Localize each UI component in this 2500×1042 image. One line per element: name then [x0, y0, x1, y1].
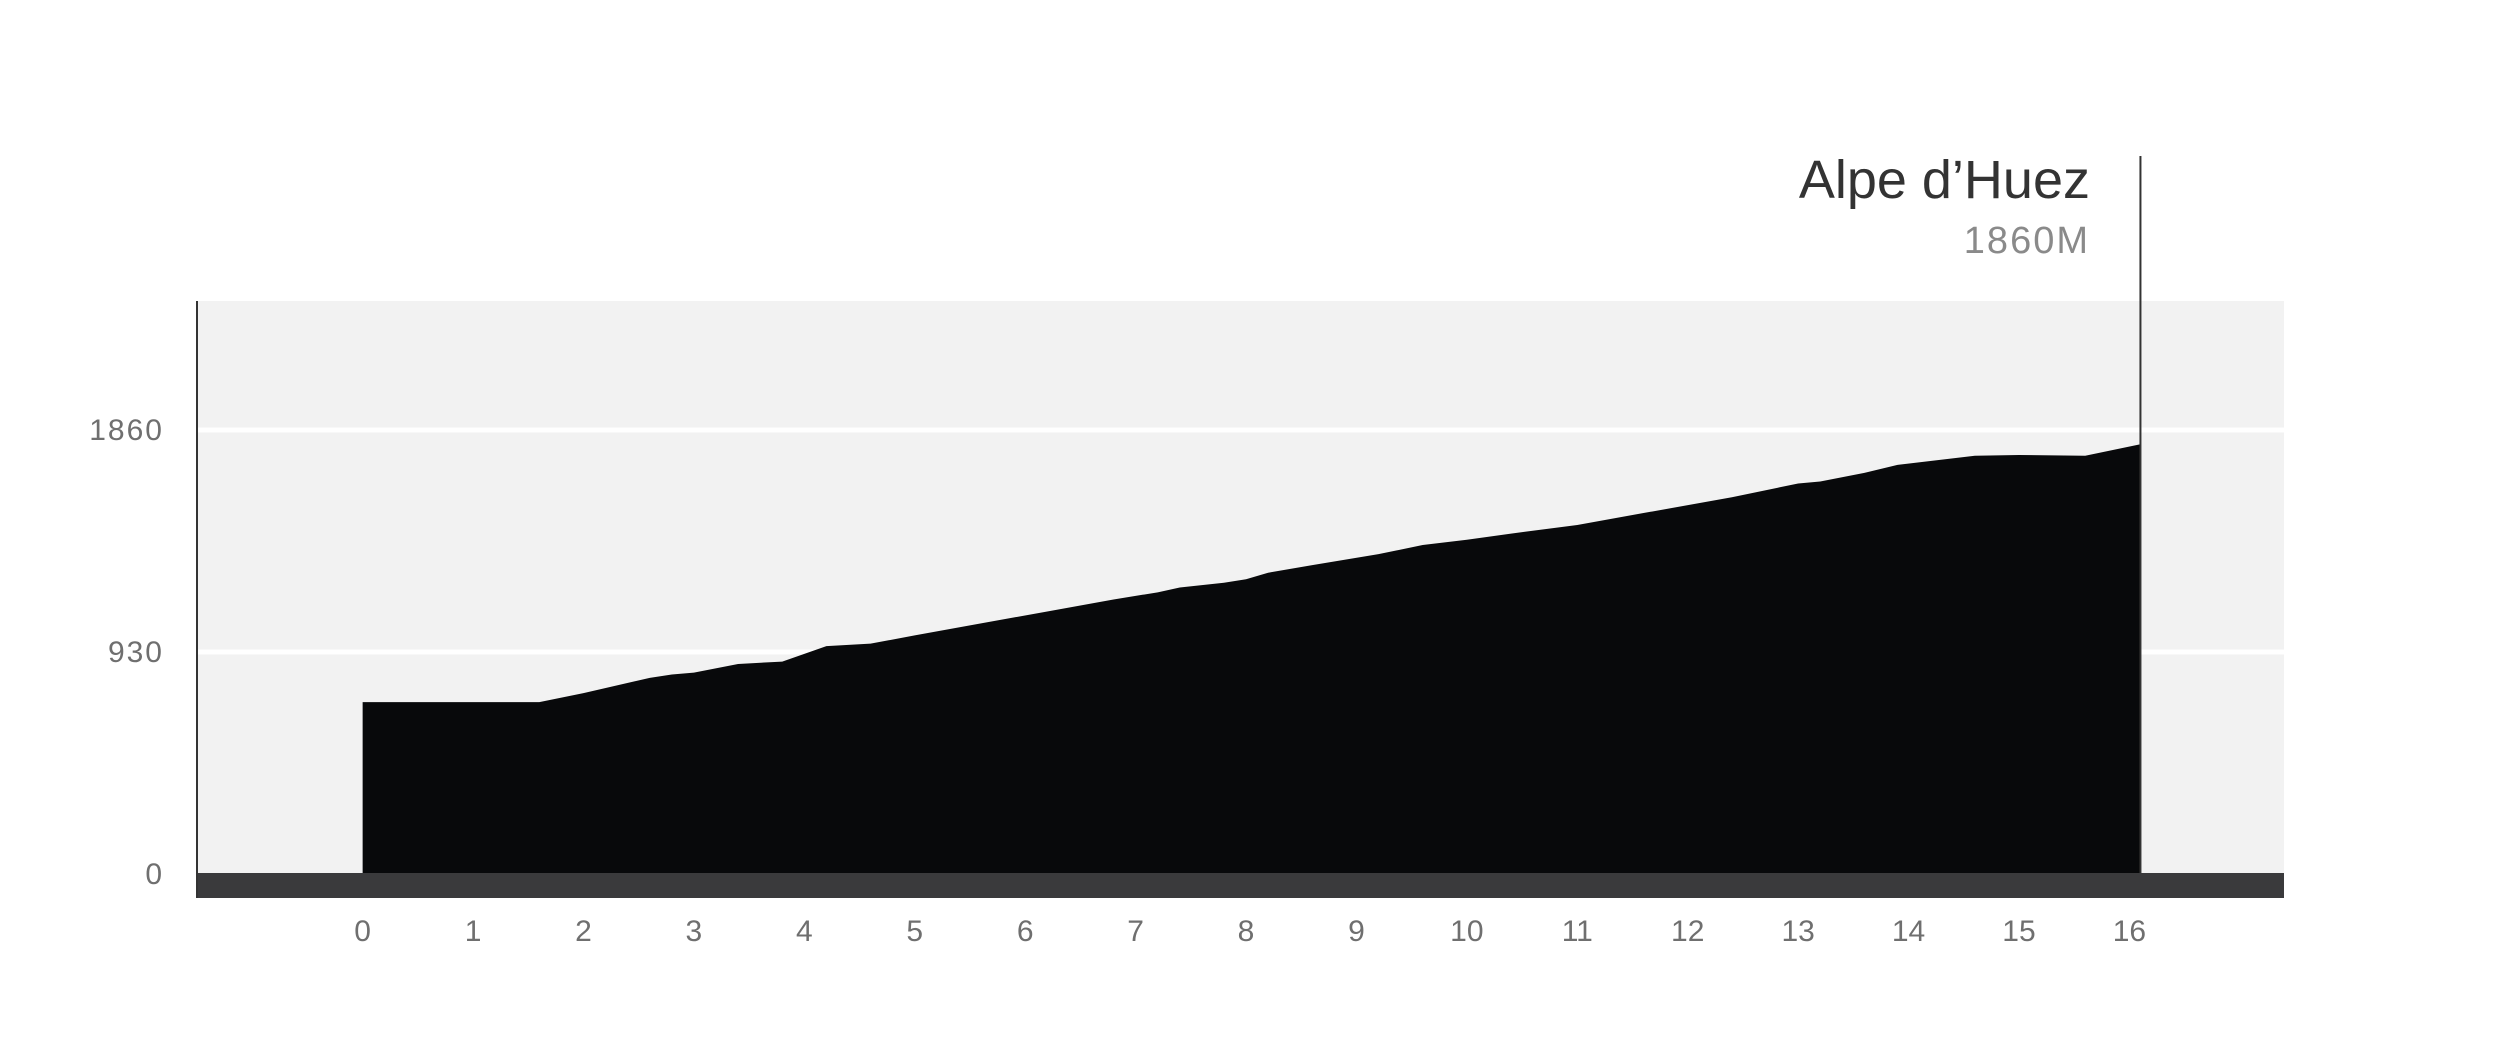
summit-elevation: 1860M [1964, 220, 2090, 262]
x-tick-label-4: 4 [796, 915, 813, 948]
x-tick-label-6: 6 [1017, 915, 1034, 948]
y-tick-label-1860: 1860 [89, 414, 164, 447]
x-tick-label-13: 13 [1781, 915, 1814, 948]
x-tick-labels: 0 1 2 3 4 5 6 7 8 9 10 11 12 13 14 15 16 [354, 915, 2146, 948]
x-tick-label-16: 16 [2113, 915, 2146, 948]
x-tick-label-11: 11 [1562, 915, 1593, 948]
y-tick-label-930: 930 [108, 636, 164, 669]
x-tick-label-8: 8 [1238, 915, 1255, 948]
x-tick-label-2: 2 [575, 915, 592, 948]
elevation-profile-area [362, 444, 2141, 877]
x-tick-label-5: 5 [906, 915, 923, 948]
x-tick-label-14: 14 [1892, 915, 1925, 948]
x-tick-label-9: 9 [1348, 915, 1365, 948]
x-tick-label-12: 12 [1671, 915, 1704, 948]
y-tick-labels: 0 930 1860 [89, 414, 164, 891]
x-tick-label-0: 0 [354, 915, 371, 948]
x-tick-label-1: 1 [465, 915, 482, 948]
summit-name: Alpe d’Huez [1799, 150, 2090, 210]
x-tick-label-15: 15 [2002, 915, 2035, 948]
x-tick-label-7: 7 [1127, 915, 1144, 948]
y-tick-label-0: 0 [145, 858, 164, 891]
x-tick-label-3: 3 [686, 915, 703, 948]
x-tick-label-10: 10 [1450, 915, 1483, 948]
base-band [197, 873, 2284, 898]
